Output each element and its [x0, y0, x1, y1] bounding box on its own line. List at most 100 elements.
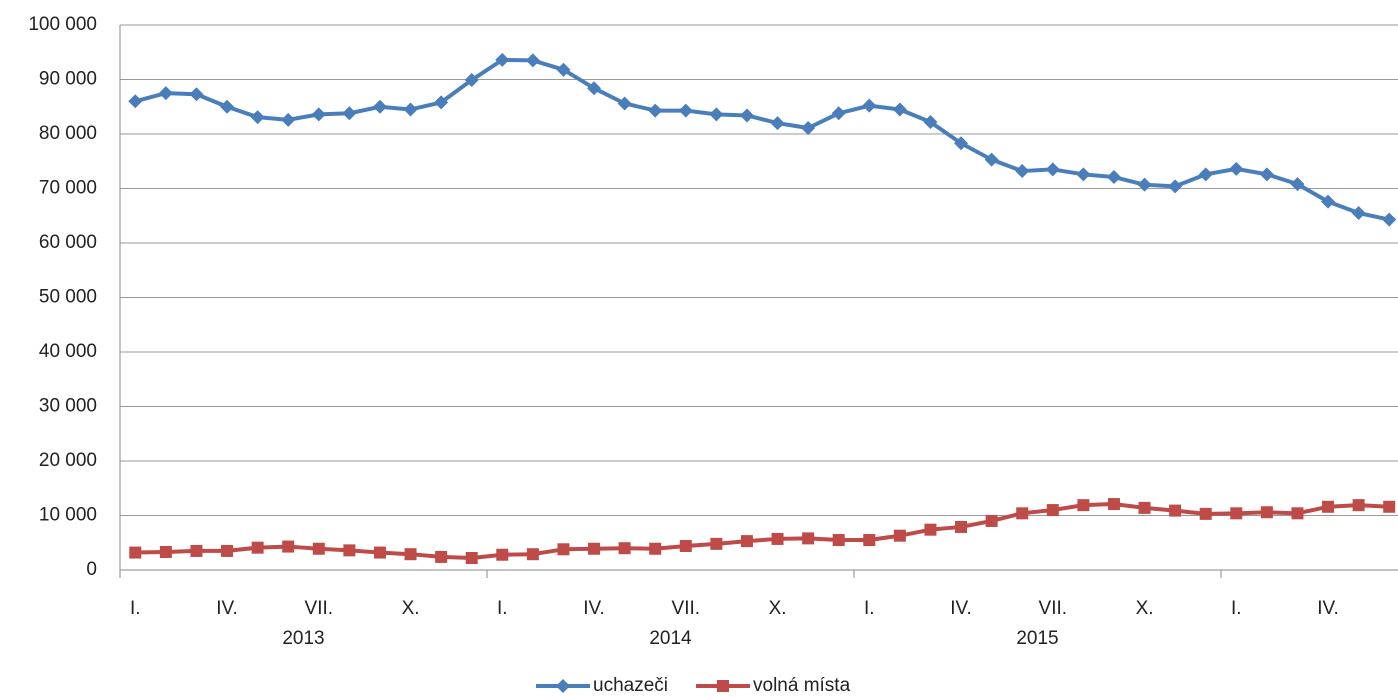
data-point — [434, 95, 449, 110]
data-point — [129, 546, 142, 559]
data-point — [403, 102, 418, 117]
year-label: 2014 — [649, 628, 692, 649]
data-point — [128, 94, 143, 109]
data-point — [556, 62, 571, 77]
data-point — [1107, 498, 1120, 511]
data-point — [526, 548, 539, 561]
y-tick-label: 90 000 — [39, 69, 97, 90]
data-point — [189, 87, 204, 102]
x-tick-label: IV. — [216, 598, 238, 619]
data-point — [1352, 499, 1365, 512]
data-point — [1229, 161, 1244, 176]
data-point — [832, 534, 845, 547]
data-point — [1322, 500, 1335, 513]
data-point — [618, 542, 631, 555]
x-tick-label: I. — [497, 598, 508, 619]
y-tick-label: 80 000 — [39, 123, 97, 144]
data-point — [1291, 507, 1304, 520]
data-point — [1046, 504, 1059, 517]
data-point — [159, 546, 172, 559]
x-tick-label: VII. — [1039, 598, 1068, 619]
data-point — [985, 514, 998, 527]
data-point — [312, 542, 325, 555]
data-point — [710, 537, 723, 550]
data-point — [678, 103, 693, 118]
data-point — [1045, 162, 1060, 177]
x-tick-label: IV. — [950, 598, 972, 619]
data-point — [893, 529, 906, 542]
y-tick-label: 40 000 — [39, 341, 97, 362]
data-point — [955, 520, 968, 533]
data-point — [221, 544, 234, 557]
x-tick-label: I. — [130, 598, 141, 619]
x-tick-label: I. — [1231, 598, 1242, 619]
y-tick-label: 30 000 — [39, 396, 97, 417]
data-point — [709, 107, 724, 122]
data-point — [281, 112, 296, 127]
year-label: 2015 — [1016, 628, 1058, 649]
data-point — [739, 108, 754, 123]
data-point — [465, 552, 478, 565]
data-point — [1077, 499, 1090, 512]
data-point — [158, 86, 173, 101]
data-point — [251, 541, 264, 554]
data-point — [770, 116, 785, 131]
data-point — [342, 106, 357, 121]
data-point — [373, 546, 386, 559]
data-point — [1351, 206, 1366, 221]
data-point — [587, 81, 602, 96]
year-label: 2013 — [282, 628, 324, 649]
x-tick-label: I. — [864, 598, 875, 619]
data-point — [1290, 177, 1305, 192]
data-point — [924, 523, 937, 536]
x-tick-label: X. — [769, 598, 787, 619]
x-tick-label: VII. — [305, 598, 334, 619]
x-tick-label: VII. — [672, 598, 701, 619]
y-tick-label: 20 000 — [39, 450, 97, 471]
data-point — [1137, 177, 1152, 192]
legend-marker — [717, 680, 729, 692]
data-point — [892, 102, 907, 117]
data-point — [372, 99, 387, 114]
data-point — [1321, 194, 1336, 209]
data-point — [649, 542, 662, 555]
data-point — [1169, 504, 1182, 517]
y-tick-label: 60 000 — [39, 232, 97, 253]
legend-label: volná místa — [753, 675, 851, 696]
data-point — [1382, 212, 1397, 227]
y-tick-label: 50 000 — [39, 287, 97, 308]
data-point — [435, 550, 448, 563]
data-point — [404, 548, 417, 561]
data-point — [311, 107, 326, 122]
data-point — [648, 103, 663, 118]
y-tick-label: 100 000 — [28, 14, 97, 35]
data-point — [679, 540, 692, 553]
x-tick-label: X. — [1136, 598, 1154, 619]
legend-label: uchazeči — [593, 675, 668, 696]
data-point — [1076, 167, 1091, 182]
data-point — [495, 52, 510, 67]
data-point — [190, 544, 203, 557]
series-line — [134, 57, 1390, 222]
data-point — [954, 136, 969, 151]
data-point — [496, 548, 509, 561]
data-point — [923, 115, 938, 130]
data-point — [1106, 170, 1121, 185]
data-point — [343, 544, 356, 557]
x-tick-label: IV. — [1317, 598, 1339, 619]
data-point — [1230, 507, 1243, 520]
data-point — [557, 543, 570, 556]
data-point — [1016, 507, 1029, 520]
data-point — [464, 73, 479, 88]
x-tick-label: X. — [402, 598, 420, 619]
x-tick-label: IV. — [583, 598, 605, 619]
data-point — [862, 98, 877, 113]
data-point — [525, 53, 540, 68]
data-point — [740, 535, 753, 548]
data-point — [1383, 500, 1396, 513]
legend-marker — [556, 679, 570, 693]
data-point — [984, 152, 999, 167]
data-point — [801, 121, 816, 136]
